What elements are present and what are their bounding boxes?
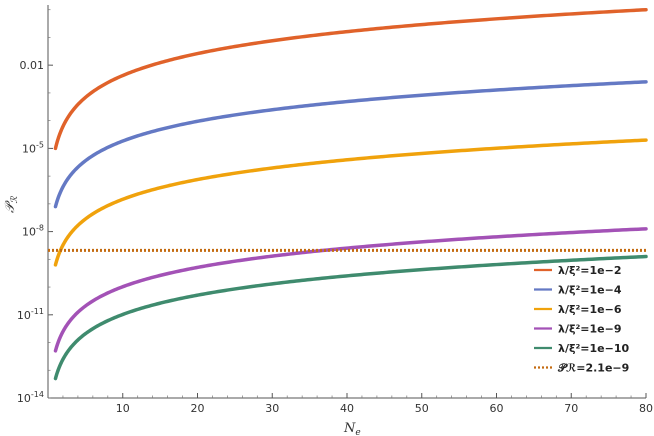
tick-labels: 10 20 30 40 50 60 70 80 0.01 10-5 10-8 10-11 10-14 [17,9,653,415]
legend-label: λ/ξ²=1e−9 [558,323,622,336]
series-line-4 [53,227,648,353]
axes [47,5,646,399]
y-tick-label: 0.01 [20,59,45,72]
legend-label: λ/ξ²=1e−4 [558,284,622,297]
y-tick-label: 10-11 [17,307,44,322]
x-tick-label: 70 [564,402,578,415]
legend-label: λ/ξ²=1e−6 [558,303,622,316]
x-tick-label: 20 [191,402,205,415]
legend-label: 𝒫ℛ=2.1e−9 [557,362,629,375]
x-tick-label: 40 [340,402,354,415]
legend: λ/ξ²=1e−2 λ/ξ²=1e−4 λ/ξ²=1e−6 λ/ξ²=1e−9 λ/ξ²… [534,264,629,375]
x-tick-label: 50 [415,402,429,415]
x-tick-label: 60 [490,402,504,415]
x-axis-label: Ne [343,421,361,436]
y-tick-label: 10-14 [17,390,44,405]
series-line-2 [53,80,648,209]
x-tick-label: 80 [639,402,653,415]
legend-label: λ/ξ²=1e−10 [558,342,629,355]
series-line-3 [53,138,648,267]
x-tick-label: 30 [265,402,279,415]
legend-label: λ/ξ²=1e−2 [558,264,622,277]
series-line-1 [53,7,648,151]
y-tick-label: 10-8 [22,224,44,239]
series-line-5 [53,254,648,381]
x-tick-label: 10 [116,402,130,415]
y-axis-label: 𝒫ℛ [3,196,20,213]
series-curves [48,7,648,381]
y-tick-label: 10-5 [22,140,44,155]
